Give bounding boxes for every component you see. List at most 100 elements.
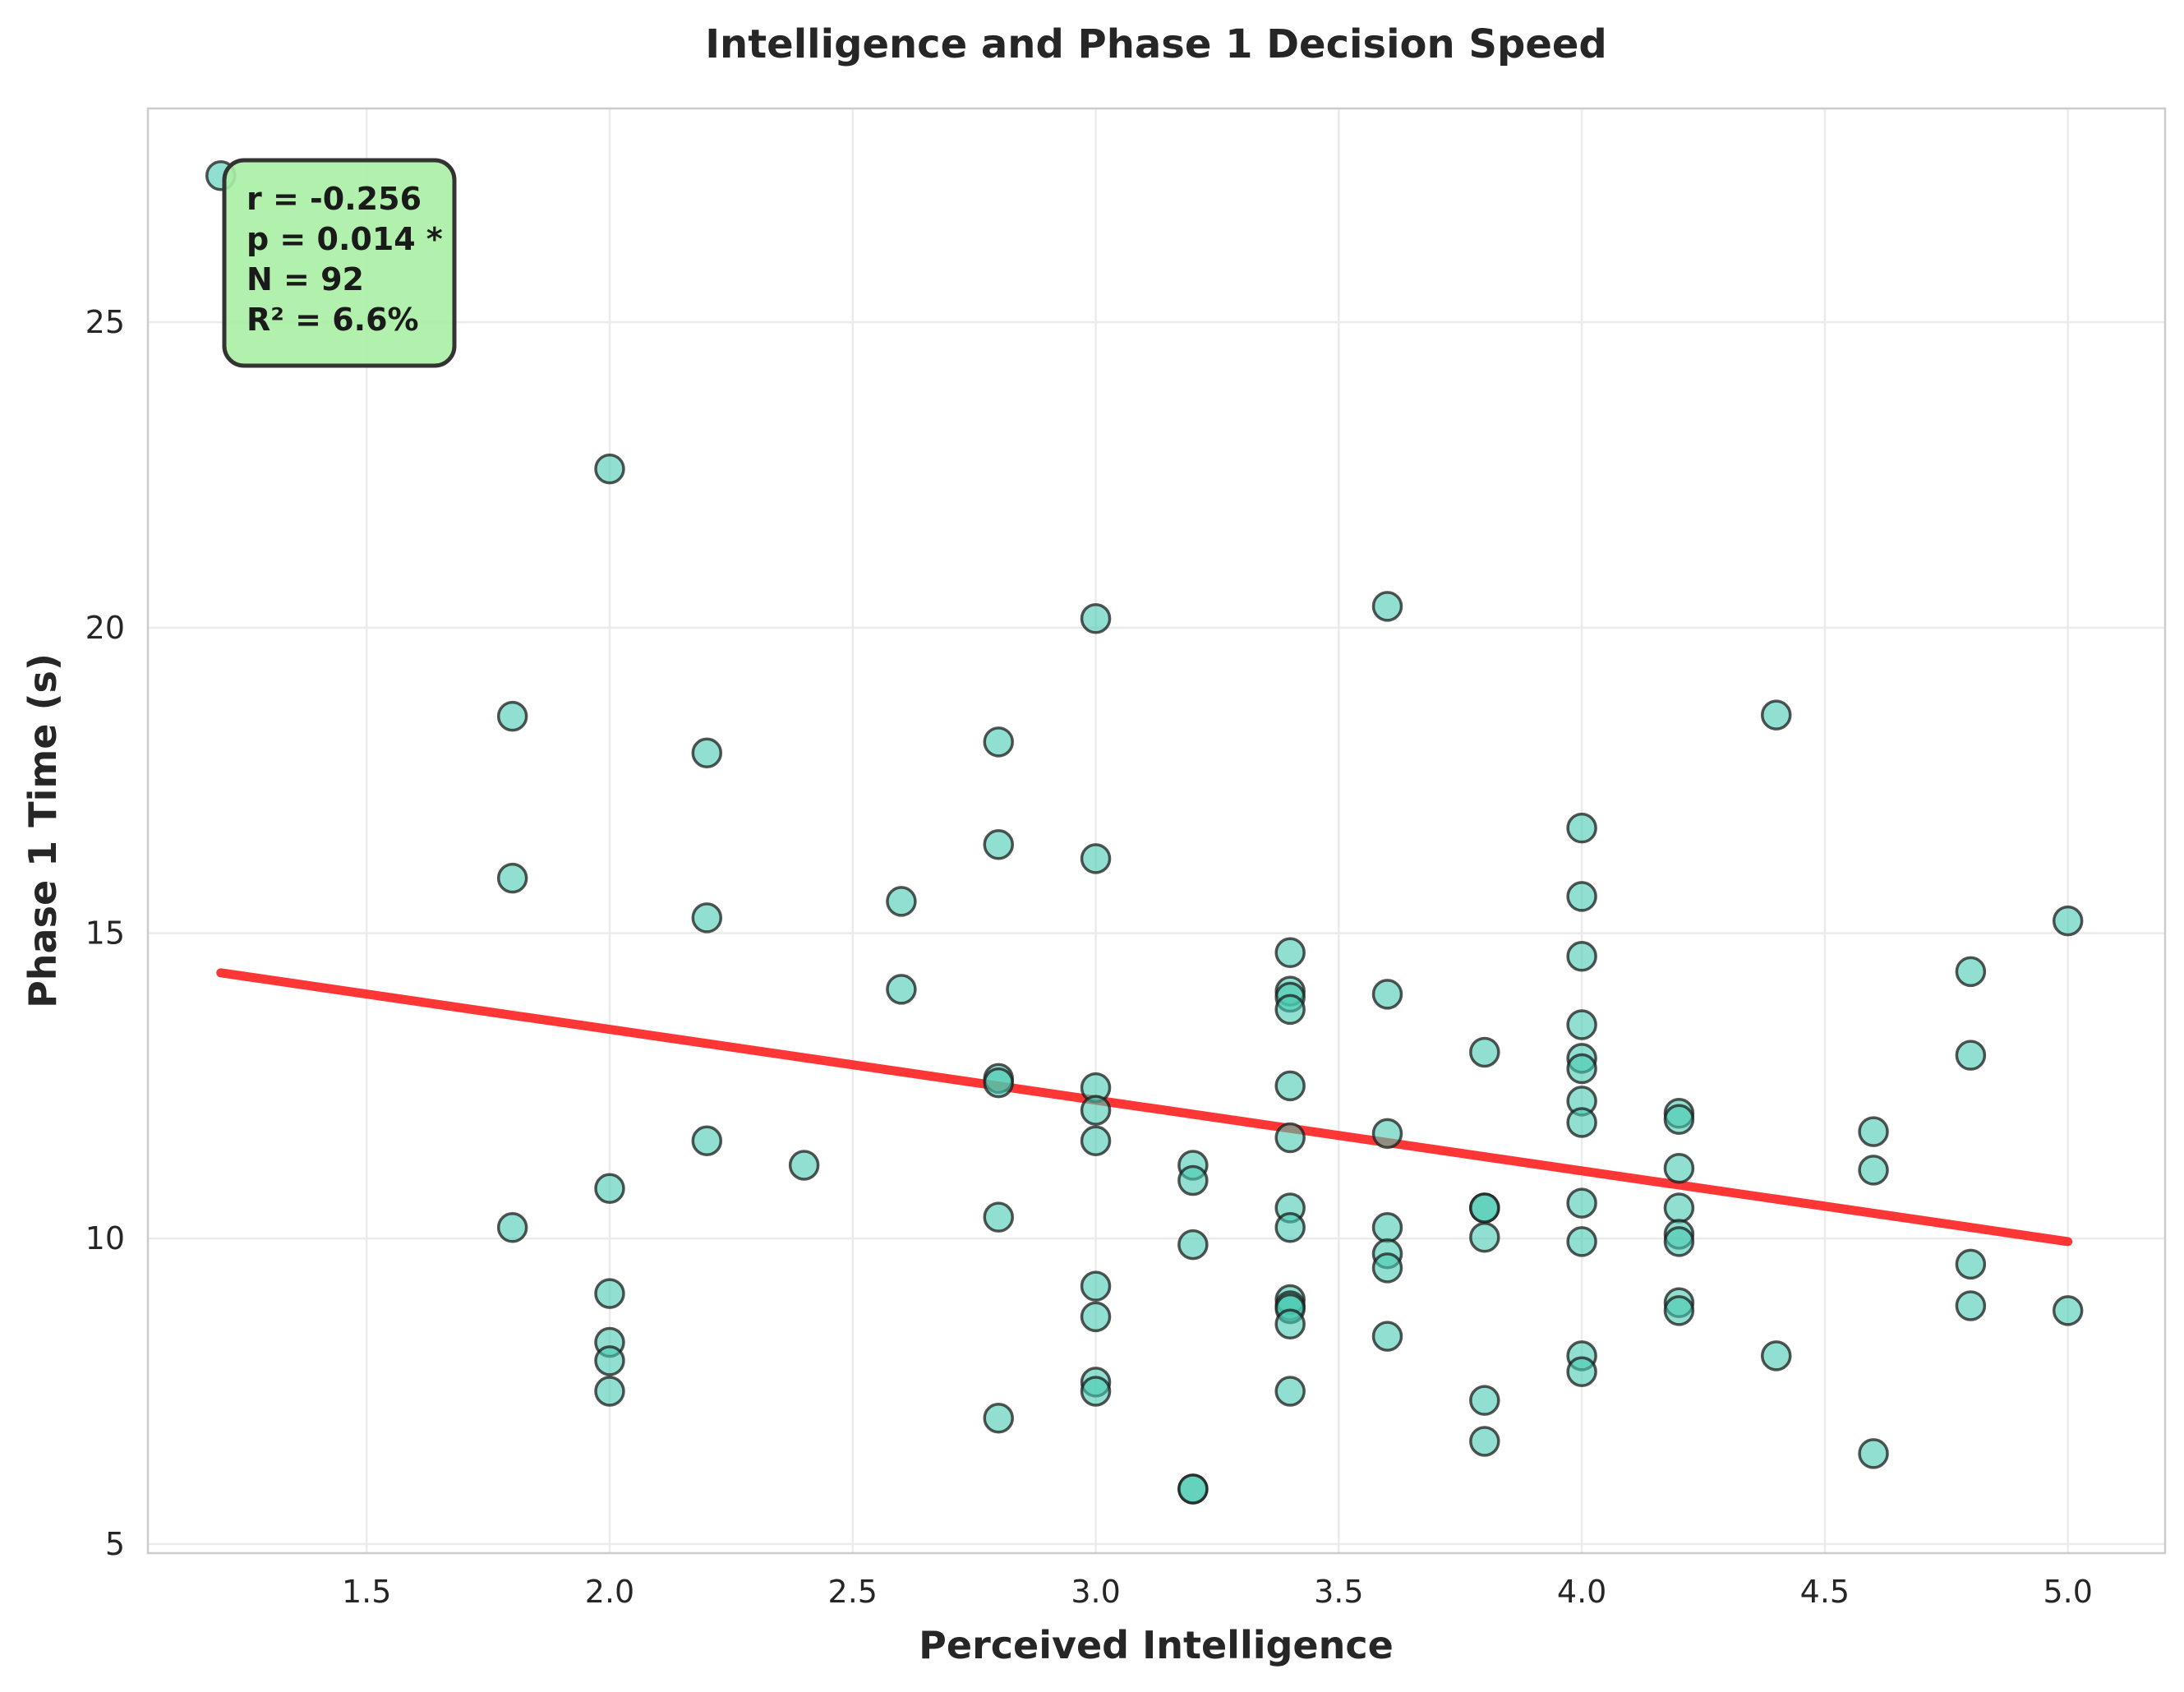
- data-point: [983, 828, 1014, 860]
- stats-box-background: [222, 158, 457, 368]
- data-point: [1371, 1252, 1403, 1284]
- data-point: [1469, 1426, 1500, 1457]
- data-point: [983, 1402, 1014, 1434]
- data-point: [1663, 1295, 1695, 1326]
- data-point: [1371, 1118, 1403, 1150]
- x-tick-label: 4.0: [1557, 1574, 1606, 1610]
- data-point: [1274, 1308, 1306, 1339]
- data-point: [1955, 1248, 1987, 1280]
- data-point: [594, 1376, 625, 1407]
- data-point: [1371, 979, 1403, 1010]
- data-point: [1566, 812, 1597, 844]
- data-point: [1566, 1356, 1597, 1387]
- data-point: [1663, 1192, 1695, 1224]
- data-point: [1566, 881, 1597, 912]
- data-point: [594, 1345, 625, 1376]
- x-tick-label: 2.0: [585, 1574, 634, 1610]
- stats-annotation-box: r = -0.256 p = 0.014 * N = 92 R² = 6.6%: [222, 158, 457, 368]
- y-tick-label: 10: [85, 1220, 125, 1256]
- data-point: [1274, 1212, 1306, 1243]
- data-point: [691, 737, 723, 768]
- data-point: [1663, 1104, 1695, 1135]
- stats-n: N = 92: [247, 261, 364, 297]
- data-point: [496, 700, 528, 732]
- regression-line: [216, 968, 2073, 1247]
- data-point: [1177, 1229, 1209, 1261]
- y-tick-labels: 5 10 15 20 25: [85, 304, 125, 1562]
- x-tick-label: 2.5: [828, 1574, 878, 1610]
- data-points: [205, 160, 2084, 1505]
- y-tick-label: 20: [85, 610, 125, 646]
- data-point: [1955, 1290, 1987, 1321]
- data-point: [1080, 843, 1112, 874]
- data-point: [1274, 1070, 1306, 1102]
- data-point: [594, 1173, 625, 1204]
- data-point: [1566, 1226, 1597, 1257]
- data-point: [691, 902, 723, 934]
- data-point: [1274, 1376, 1306, 1407]
- data-point: [594, 1278, 625, 1309]
- data-point: [1080, 1376, 1112, 1407]
- data-point: [1469, 1036, 1500, 1068]
- data-point: [983, 726, 1014, 758]
- data-point: [1177, 1164, 1209, 1196]
- data-point: [1566, 941, 1597, 972]
- data-point: [496, 862, 528, 894]
- data-point: [496, 1212, 528, 1243]
- chart-title: Intelligence and Phase 1 Decision Speed: [705, 21, 1607, 67]
- y-tick-label: 5: [105, 1526, 125, 1562]
- y-axis-label: Phase 1 Time (s): [21, 653, 65, 1008]
- data-point: [1274, 1122, 1306, 1154]
- plot-frame: [146, 107, 2167, 1555]
- x-axis-label: Perceived Intelligence: [919, 1623, 1394, 1667]
- data-point: [1663, 1152, 1695, 1184]
- data-point: [886, 886, 917, 917]
- data-point: [983, 1067, 1014, 1099]
- data-point: [1858, 1438, 1889, 1469]
- data-point: [1760, 1340, 1792, 1372]
- x-tick-label: 4.5: [1800, 1574, 1850, 1610]
- data-point: [1566, 1009, 1597, 1040]
- plot-area: [148, 108, 2165, 1553]
- data-point: [886, 974, 917, 1005]
- data-point: [1858, 1155, 1889, 1186]
- data-point: [1663, 1226, 1695, 1257]
- x-tick-label: 3.5: [1314, 1574, 1363, 1610]
- data-point: [1955, 956, 1987, 988]
- data-point: [1080, 1301, 1112, 1333]
- trend-line-layer: [216, 968, 2073, 1247]
- data-point: [1469, 1221, 1500, 1253]
- x-tick-label: 1.5: [342, 1574, 391, 1610]
- data-point: [1080, 1095, 1112, 1126]
- data-point: [2052, 905, 2084, 937]
- data-point: [1274, 994, 1306, 1026]
- stats-r: r = -0.256: [247, 181, 422, 217]
- data-point: [1566, 1107, 1597, 1138]
- data-point: [1080, 1270, 1112, 1302]
- data-point: [1274, 937, 1306, 969]
- data-point: [1858, 1116, 1889, 1147]
- data-point: [1760, 699, 1792, 731]
- data-point: [983, 1201, 1014, 1233]
- data-point: [1371, 1212, 1403, 1243]
- data-point: [1177, 1473, 1209, 1505]
- data-point: [1469, 1385, 1500, 1416]
- data-point: [691, 1125, 723, 1156]
- x-tick-label: 5.0: [2043, 1574, 2092, 1610]
- y-tick-label: 25: [85, 304, 125, 340]
- data-point: [594, 453, 625, 485]
- stats-p: p = 0.014 *: [247, 221, 443, 257]
- x-tick-labels: 1.5 2.0 2.5 3.0 3.5 4.0 4.5 5.0: [342, 1574, 2093, 1610]
- stats-r-squared: R² = 6.6%: [247, 302, 419, 338]
- data-point: [1371, 591, 1403, 622]
- data-point: [1566, 1187, 1597, 1219]
- y-tick-label: 15: [85, 915, 125, 952]
- data-point: [1955, 1040, 1987, 1071]
- data-point: [1566, 1053, 1597, 1085]
- data-point: [1080, 1125, 1112, 1156]
- data-point: [1080, 602, 1112, 634]
- data-point: [788, 1150, 820, 1181]
- x-tick-label: 3.0: [1071, 1574, 1120, 1610]
- data-point: [1371, 1321, 1403, 1352]
